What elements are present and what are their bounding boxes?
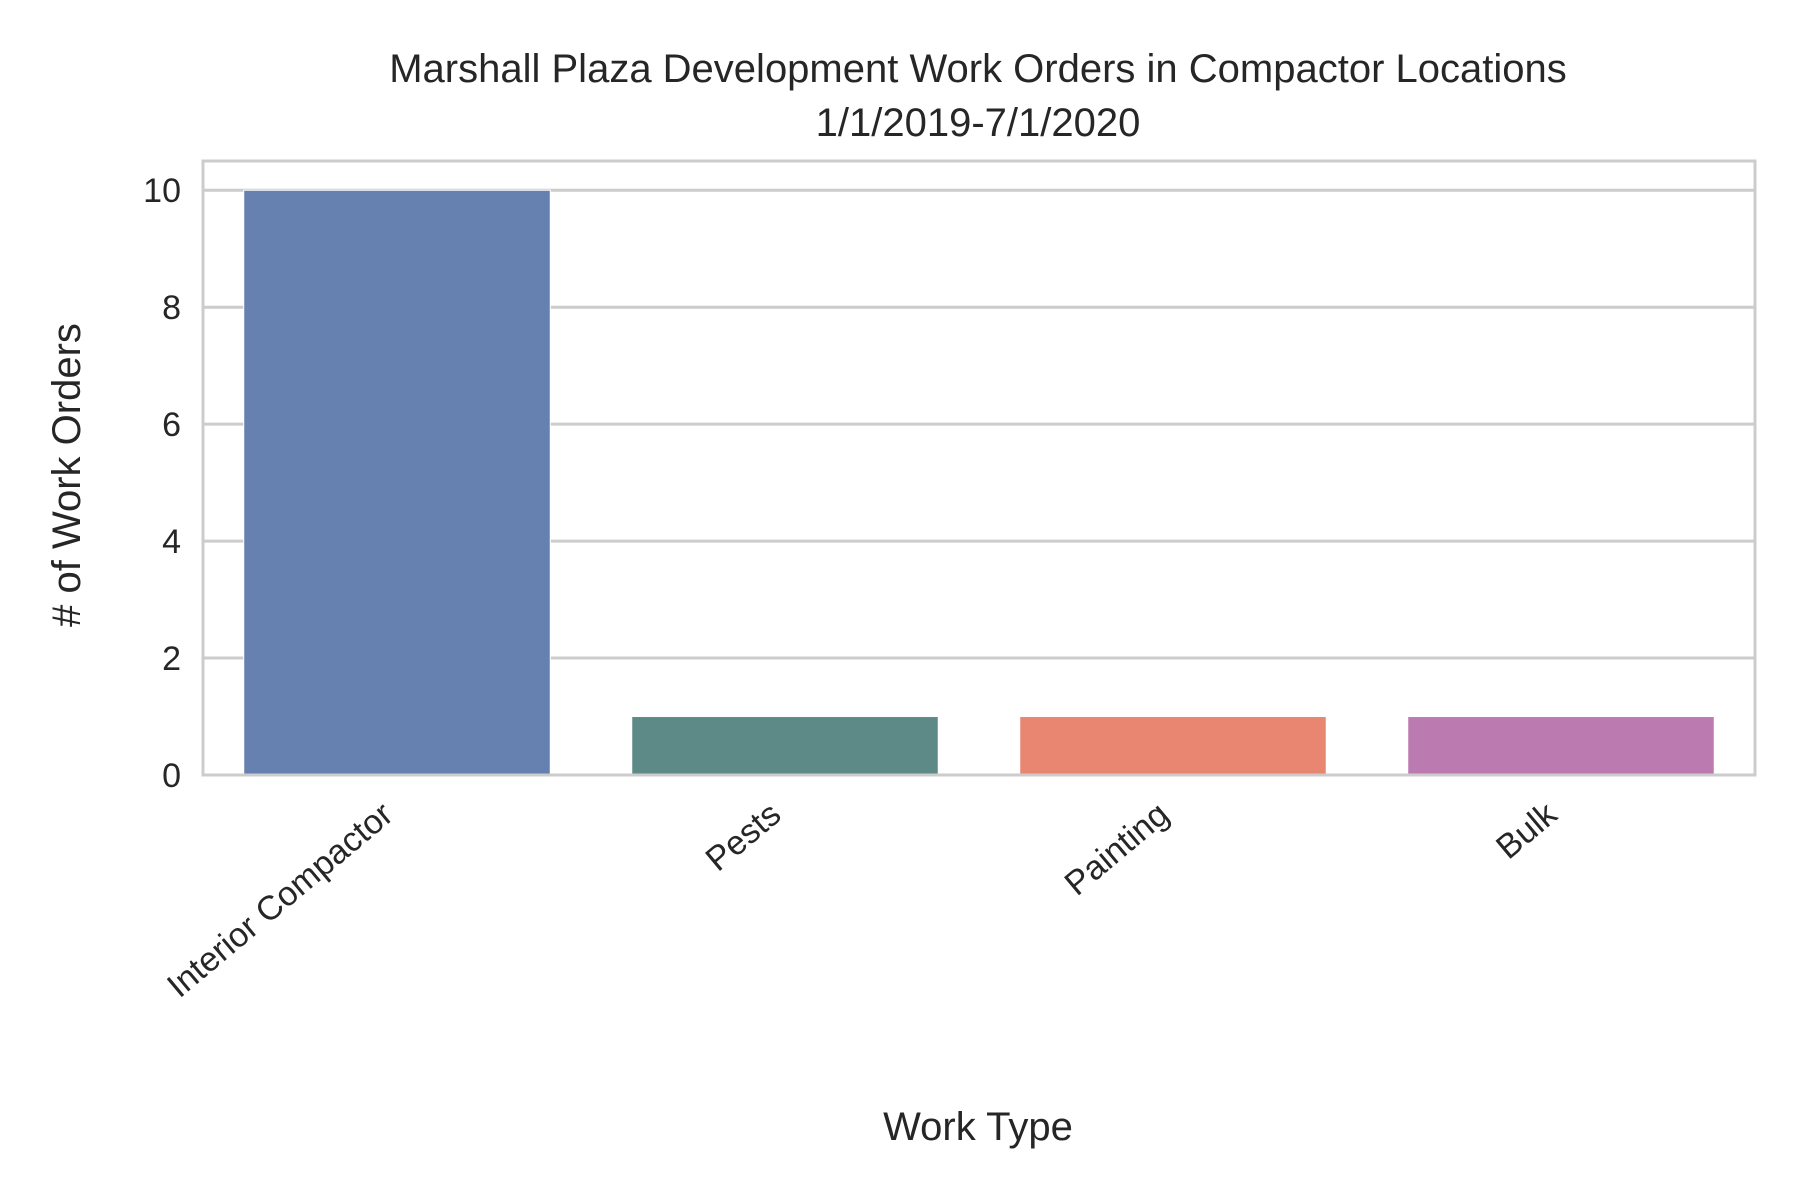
bar [1019,716,1327,776]
chart-subtitle: 1/1/2019-7/1/2020 [816,101,1141,145]
x-tick-label: Bulk [1489,794,1565,866]
bar [243,189,551,776]
y-tick-label: 2 [162,640,181,678]
y-tick-label: 0 [162,757,181,795]
bar [1407,716,1715,776]
y-tick-label: 4 [162,523,181,561]
plot-frame [201,159,1757,777]
x-tick-label: Interior Compactor [160,795,400,1005]
y-axis-ticks: 0 2 4 6 8 10 [143,172,181,795]
y-tick-label: 10 [143,172,181,210]
y-tick-label: 8 [162,289,181,327]
x-tick-label: Pests [699,795,789,879]
bar [631,716,939,776]
chart-title: Marshall Plaza Development Work Orders i… [389,47,1567,91]
x-axis-ticks: Interior Compactor Pests Painting Bulk [160,794,1565,1005]
x-axis-label: Work Type [883,1105,1073,1149]
y-axis-label: # of Work Orders [45,323,89,627]
y-tick-label: 6 [162,406,181,444]
x-tick-label: Painting [1058,795,1177,903]
bars [243,189,1715,776]
